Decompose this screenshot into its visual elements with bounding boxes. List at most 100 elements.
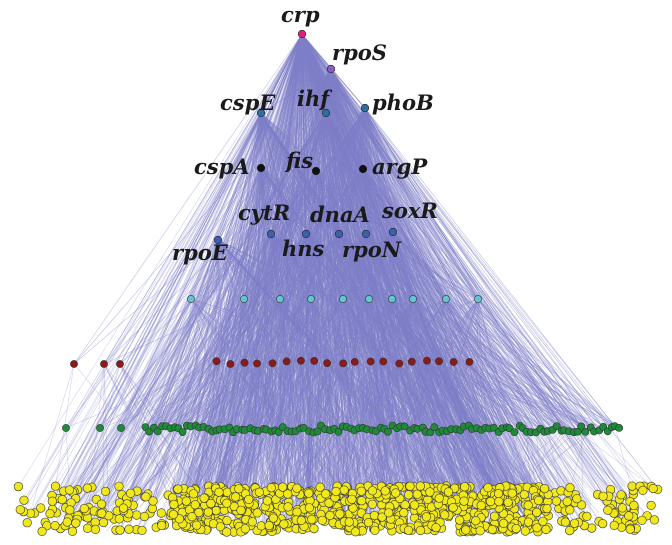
yellow-layer-node (266, 483, 276, 493)
yellow-layer-node (363, 517, 374, 528)
yellow-layer-node (137, 525, 147, 536)
yellow-layer-node (367, 486, 378, 496)
red-layer-node (116, 360, 124, 368)
cyan-layer-node (365, 295, 373, 303)
red-layer-node (423, 356, 431, 365)
yellow-layer-node (523, 500, 533, 510)
node-crp (297, 29, 307, 39)
yellow-layer-node (541, 524, 551, 535)
yellow-layer-node (576, 500, 587, 510)
yellow-layer-node (292, 507, 302, 517)
yellow-layer-node (582, 511, 592, 522)
cyan-layer-node (307, 295, 315, 303)
yellow-layer-node (187, 512, 197, 522)
green-layer-node (430, 423, 439, 432)
label-hns: hns (282, 236, 325, 261)
green-layer-node (96, 424, 104, 432)
yellow-layer-node (410, 500, 420, 510)
yellow-layer-node (399, 508, 409, 518)
cyan-layer-node (442, 295, 450, 303)
yellow-layer-node (459, 496, 469, 506)
label-cytr: cytR (238, 200, 290, 225)
yellow-layer-node (317, 515, 327, 525)
yellow-layer-node (67, 526, 78, 536)
yellow-layer-node (292, 483, 302, 493)
yellow-layer-node (625, 524, 635, 534)
yellow-layer-node (476, 500, 486, 511)
yellow-layer-node (132, 510, 142, 520)
yellow-layer-node (565, 505, 575, 515)
green-layer-node (581, 427, 590, 436)
yellow-layer-node (609, 520, 619, 531)
yellow-layer-node (598, 518, 608, 529)
node-cytr (266, 229, 276, 239)
yellow-layer-node (538, 516, 548, 526)
node-rpos (326, 64, 336, 74)
red-layer-node (350, 357, 359, 366)
yellow-layer-node (141, 492, 151, 502)
yellow-layer-node (50, 520, 60, 531)
green-layer-node (178, 428, 187, 436)
yellow-layer-node (380, 486, 390, 496)
node-argp (358, 164, 368, 174)
cyan-layer-node (474, 295, 482, 303)
yellow-layer-node (412, 489, 422, 499)
yellow-layer-node (532, 507, 542, 518)
yellow-layer-node (115, 525, 125, 535)
yellow-layer-node (367, 499, 378, 509)
label-rpoe: rpoE (172, 240, 229, 265)
yellow-layer-node (598, 491, 608, 501)
yellow-layer-node (487, 524, 497, 535)
label-fis: fis (284, 148, 313, 173)
yellow-layer-node (565, 483, 575, 493)
cyan-layer-node (276, 295, 284, 303)
green-layer-node (489, 423, 498, 432)
node-cspa (256, 163, 266, 173)
yellow-layer-node (203, 507, 213, 517)
yellow-layer-node (82, 523, 93, 533)
node-labels: crp rpoS cspE ihf phoB cspA fis argP cyt… (172, 2, 438, 265)
yellow-layer-node (421, 512, 432, 522)
red-layer-node (226, 360, 235, 368)
yellow-layer-node (499, 518, 509, 529)
yellow-layer-node (283, 489, 293, 499)
yellow-layer-node (50, 481, 61, 491)
yellow-layer-node (448, 503, 458, 513)
yellow-layer-node (455, 515, 465, 525)
yellow-layer-node (490, 511, 500, 521)
yellow-layer-node (126, 488, 136, 498)
cyan-layer-node (339, 295, 347, 303)
yellow-layer-node (415, 525, 426, 536)
label-argp: argP (372, 154, 428, 179)
yellow-layer-node (240, 524, 250, 534)
yellow-layer-node (194, 507, 204, 518)
green-layer-node (299, 423, 308, 432)
yellow-layer-node (262, 496, 273, 506)
yellow-layer-node (279, 519, 289, 529)
yellow-layer-node (617, 503, 628, 513)
yellow-layer-node (82, 483, 92, 493)
yellow-layer-node (475, 526, 485, 536)
yellow-layer-node (384, 508, 394, 518)
yellow-layer-node (391, 488, 401, 498)
yellow-layer-node (79, 503, 89, 514)
red-layer-node (253, 359, 261, 368)
yellow-layer-node (315, 482, 325, 492)
yellow-layer-node (638, 485, 648, 496)
yellow-layer-node (503, 497, 513, 508)
yellow-layer-node (236, 505, 246, 515)
red-layer-node (465, 357, 474, 366)
yellow-layer-node (168, 509, 178, 520)
red-layer-node (435, 357, 443, 366)
yellow-layer-node (415, 481, 425, 491)
red-layer-node (449, 358, 458, 366)
yellow-layer-node (572, 494, 582, 504)
yellow-layer-node (252, 508, 262, 518)
node-fis (311, 166, 321, 176)
red-layer-node (407, 357, 416, 366)
yellow-layer-node (431, 522, 441, 533)
yellow-layer-node (19, 495, 29, 505)
yellow-layer-node (214, 487, 224, 497)
yellow-layer-node (405, 481, 415, 491)
label-cspe: cspE (220, 90, 276, 115)
